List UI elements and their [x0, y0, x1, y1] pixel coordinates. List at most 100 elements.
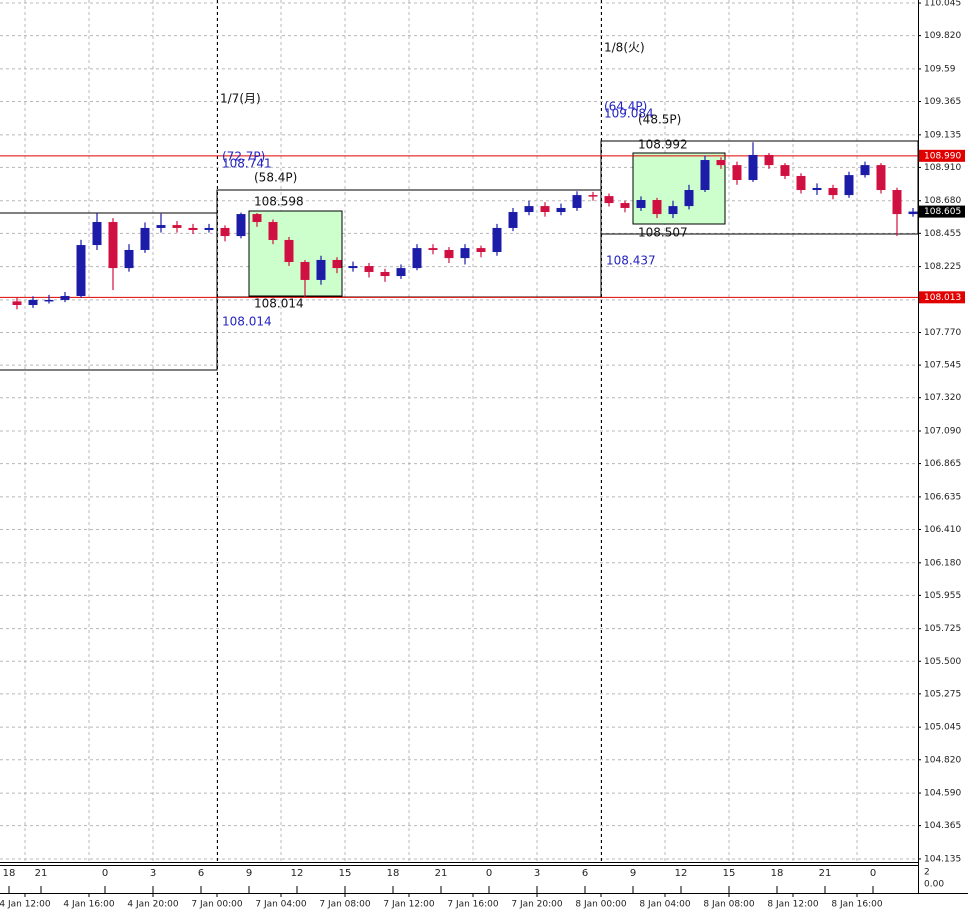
y-tick-label: 105.500 — [924, 657, 961, 667]
hour-label: 21 — [435, 868, 448, 879]
y-tick-label: 104.365 — [924, 821, 961, 831]
hour-label: 0 — [486, 868, 492, 879]
y-tick-label: 106.865 — [924, 459, 961, 469]
annotation: 108.014 — [222, 315, 272, 329]
y-tick-label: 104.590 — [924, 789, 961, 799]
candle-body — [908, 211, 918, 215]
candle-body — [252, 214, 262, 223]
candle-body — [652, 200, 662, 215]
candle-body — [348, 266, 358, 269]
hour-label: 12 — [291, 868, 304, 879]
candle-body — [684, 190, 694, 207]
candle-body — [108, 222, 118, 269]
sub-tick-label: 2 — [924, 868, 930, 878]
annotation: 108.741 — [222, 157, 272, 171]
session-box — [248, 210, 343, 297]
x-tick-label: 7 Jan 04:00 — [255, 900, 307, 910]
x-tick-label: 8 Jan 12:00 — [767, 900, 819, 910]
y-tick-label: 105.275 — [924, 689, 961, 699]
hour-label: 15 — [723, 868, 736, 879]
candle-body — [508, 212, 518, 228]
x-tick-label: 8 Jan 00:00 — [575, 900, 627, 910]
candle-body — [460, 248, 470, 259]
current-price-label: 108.605 — [924, 207, 961, 217]
annotations: 1/7(月) 1/8(火) (72.7P) 108.741 (58.4P) 10… — [220, 41, 688, 329]
candle-body — [300, 261, 310, 280]
candle-body — [92, 222, 102, 246]
y-tick-label: 105.045 — [924, 723, 961, 733]
annotation: (72.7P) — [222, 150, 265, 164]
hour-label: 9 — [246, 868, 252, 879]
candle-body — [332, 259, 342, 269]
candle-body — [28, 299, 38, 306]
candle-body — [380, 271, 390, 277]
hour-label: 18 — [3, 868, 16, 879]
y-tick-label: 106.410 — [924, 525, 961, 535]
x-tick-label: 4 Jan 16:00 — [63, 900, 115, 910]
x-tick-label: 7 Jan 16:00 — [447, 900, 499, 910]
sub-tick-label: 0.00 — [924, 880, 944, 890]
x-tick-label: 4 Jan 20:00 — [127, 900, 179, 910]
candle-body — [316, 259, 326, 280]
candle-body — [796, 175, 806, 191]
hour-label: 21 — [35, 868, 48, 879]
candle-body — [492, 227, 502, 252]
y-tick-label: 107.545 — [924, 361, 961, 371]
y-tick-label: 107.770 — [924, 328, 961, 338]
hour-label: 12 — [675, 868, 688, 879]
candle-body — [60, 296, 70, 300]
hour-label: 0 — [102, 868, 108, 879]
x-tick-label: 7 Jan 00:00 — [191, 900, 243, 910]
hour-label: 6 — [582, 868, 588, 879]
candle-body — [428, 248, 438, 250]
y-tick-label: 105.955 — [924, 591, 961, 601]
annotation: (48.5P) — [638, 113, 681, 127]
y-tick-label: 107.090 — [924, 427, 961, 437]
annotation: 108.437 — [606, 254, 656, 268]
candles — [12, 142, 918, 310]
price-level-tag — [919, 291, 965, 304]
y-tick-label: 108.225 — [924, 262, 961, 272]
candle-body — [524, 206, 534, 213]
candle-body — [700, 160, 710, 191]
candle-body — [764, 154, 774, 166]
candle-body — [556, 207, 566, 213]
candle-body — [476, 248, 486, 252]
range-boxes — [0, 0, 919, 862]
annotation: 109.084 — [604, 107, 654, 121]
y-tick-label: 106.635 — [924, 492, 961, 502]
price-level-label: 108.013 — [924, 293, 961, 303]
x-tick-label: 7 Jan 20:00 — [511, 900, 563, 910]
candle-body — [748, 154, 758, 181]
candle-body — [412, 248, 422, 269]
candle-body — [844, 175, 854, 196]
y-tick-label: 109.820 — [924, 31, 961, 41]
candle-body — [12, 301, 22, 306]
annotation: (64.4P) — [604, 100, 647, 114]
y-tick-label: 104.820 — [924, 755, 961, 765]
hour-label: 9 — [630, 868, 636, 879]
annotation: 108.014 — [254, 297, 304, 311]
candle-body — [668, 206, 678, 215]
grid — [0, 0, 918, 862]
annotation: 108.598 — [254, 195, 304, 209]
candle-body — [44, 299, 54, 302]
x-tick-label: 8 Jan 16:00 — [831, 900, 883, 910]
y-tick-label: 109.59 — [924, 64, 956, 74]
y-tick-label: 110.045 — [924, 0, 961, 9]
annotation: 108.992 — [638, 138, 688, 152]
hour-label: 18 — [387, 868, 400, 879]
candle-body — [396, 268, 406, 277]
candle-body — [860, 165, 870, 176]
candle-body — [540, 206, 550, 213]
x-tick-label: 7 Jan 12:00 — [383, 900, 435, 910]
annotation: 1/7(月) — [220, 92, 261, 106]
candle-body — [204, 227, 214, 230]
candle-body — [716, 160, 726, 166]
y-tick-label: 108.680 — [924, 196, 961, 206]
hour-label: 21 — [819, 868, 832, 879]
candle-body — [236, 214, 246, 237]
y-tick-label: 108.910 — [924, 163, 961, 173]
